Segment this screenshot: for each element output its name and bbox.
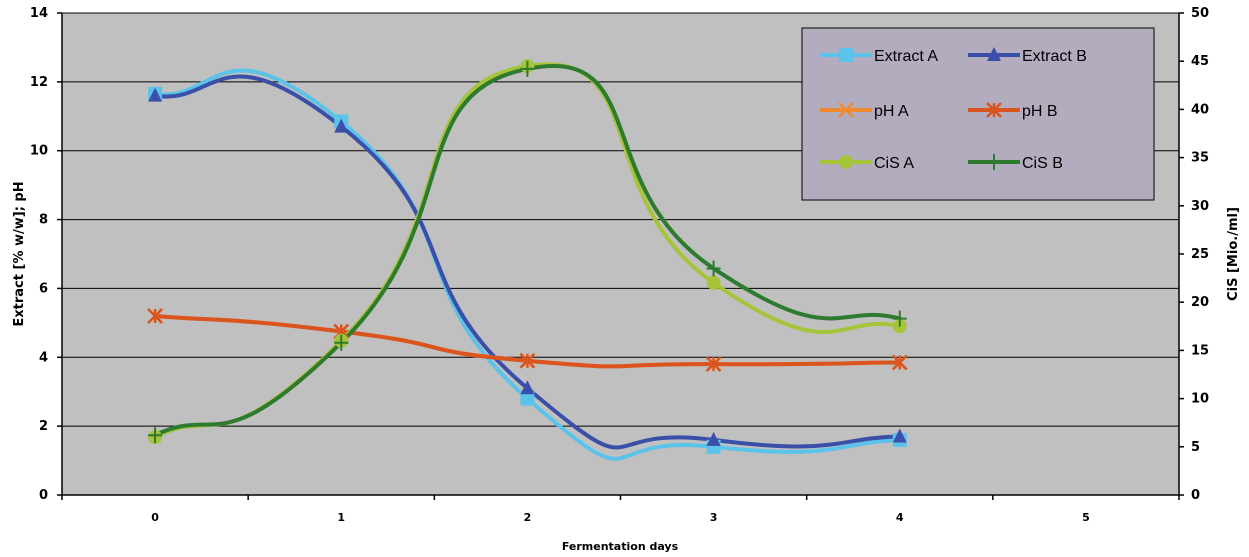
axes xyxy=(57,12,1184,500)
y2-tick-label: 40 xyxy=(1191,102,1209,117)
data-point-extract-b xyxy=(706,431,721,446)
data-point-cis-b xyxy=(892,310,907,327)
data-point-ph-b xyxy=(891,354,908,371)
y-tick-label: 0 xyxy=(39,488,48,503)
y-tick-label: 4 xyxy=(39,350,48,365)
legend-label-cis-b: CiS B xyxy=(1022,155,1063,172)
y2-tick-label: 45 xyxy=(1191,54,1209,69)
series-line-extract-b xyxy=(153,74,902,450)
legend-label-cis-a: CiS A xyxy=(874,155,914,172)
data-point-ph-b xyxy=(705,356,722,373)
x-tick-label: 1 xyxy=(337,511,345,524)
x-tick-label: 0 xyxy=(151,511,159,524)
y-tick-label: 2 xyxy=(39,419,48,434)
legend-label-ph-b: pH B xyxy=(1022,103,1058,120)
y-axis-title: Extract [% w/w]; pH xyxy=(12,181,27,326)
y-tick-label: 12 xyxy=(30,75,48,90)
legend-marker-ph-a xyxy=(838,102,854,118)
data-point-extract-a xyxy=(520,391,535,406)
legend-marker-cis-b xyxy=(987,154,1001,170)
legend: Extract A Extract B pH A pH B CiS A CiS B xyxy=(801,27,1155,201)
y2-tick-label: 10 xyxy=(1191,392,1209,407)
series-line-extract-a xyxy=(153,68,902,461)
series-markers xyxy=(147,59,908,454)
x-tick-label: 2 xyxy=(524,511,532,524)
data-point-cis-b xyxy=(334,334,349,351)
y2-tick-label: 50 xyxy=(1191,6,1209,21)
legend-marker-extract-b xyxy=(987,47,1001,61)
y-tick-label: 14 xyxy=(30,6,48,21)
data-point-ph-b xyxy=(519,352,536,369)
data-point-cis-a xyxy=(706,275,721,290)
y2-tick-label: 20 xyxy=(1191,295,1209,310)
data-point-cis-b xyxy=(520,60,535,77)
y2-axis-title: CiS [Mio./ml] xyxy=(1226,207,1241,301)
data-point-cis-b xyxy=(706,260,721,277)
y-tick-label: 6 xyxy=(39,281,48,296)
y2-tick-label: 15 xyxy=(1191,343,1209,358)
legend-label-ph-a: pH A xyxy=(874,103,909,120)
legend-marker-ph-b xyxy=(986,102,1002,118)
data-point-extract-b xyxy=(148,87,163,102)
legend-label-extract-a: Extract A xyxy=(874,48,938,65)
y2-tick-label: 25 xyxy=(1191,247,1209,262)
x-tick-label: 3 xyxy=(710,511,718,524)
legend-label-extract-b: Extract B xyxy=(1022,48,1087,65)
legend-marker-cis-a xyxy=(839,155,853,169)
y2-tick-label: 30 xyxy=(1191,199,1209,214)
x-tick-label: 5 xyxy=(1082,511,1090,524)
data-point-ph-b xyxy=(147,308,163,324)
x-tick-label: 4 xyxy=(896,511,904,524)
data-point-cis-b xyxy=(148,427,163,444)
x-axis-title: Fermentation days xyxy=(562,540,679,553)
data-point-extract-b xyxy=(892,428,907,443)
legend-marker-extract-a xyxy=(839,48,853,62)
y-tick-label: 8 xyxy=(39,213,48,228)
y2-tick-label: 35 xyxy=(1191,151,1209,166)
y-tick-label: 10 xyxy=(30,144,48,159)
data-point-extract-b xyxy=(520,380,535,395)
data-point-extract-b xyxy=(334,118,349,133)
y2-tick-label: 0 xyxy=(1191,488,1200,503)
y2-tick-label: 5 xyxy=(1191,440,1200,455)
